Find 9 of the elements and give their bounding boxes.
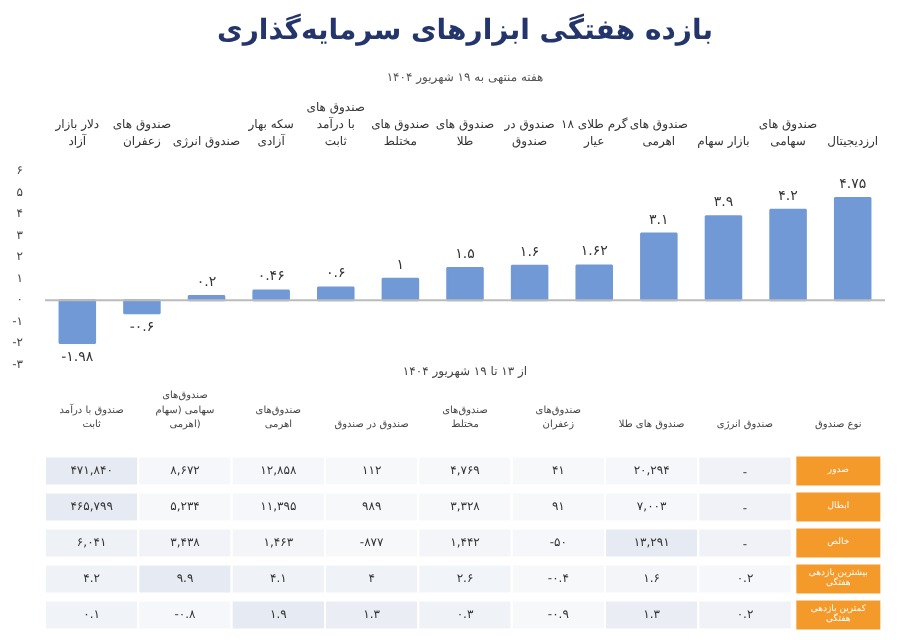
bar (640, 232, 678, 302)
bar (446, 267, 484, 302)
bar (833, 196, 872, 302)
bar (58, 299, 97, 345)
chart-title: بازده هفتگی ابزارهای سرمایه‌گذاری (217, 13, 713, 47)
bar (575, 264, 613, 302)
bar (510, 264, 549, 302)
bar (769, 208, 807, 302)
bar (704, 215, 743, 302)
